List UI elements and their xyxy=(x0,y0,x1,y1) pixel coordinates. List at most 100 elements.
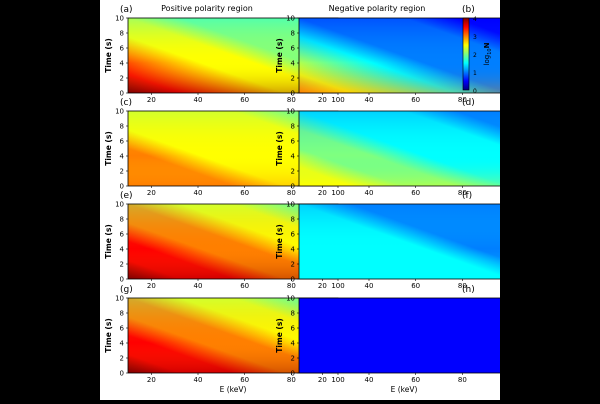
panel-f: (f) 0 2 4 6 8 10 20 40 60 80 100 Time (s) xyxy=(275,191,516,290)
x-tick-label: 100 xyxy=(331,96,344,104)
y-tick-label: 0 xyxy=(120,183,124,191)
x-tick-label: 40 xyxy=(194,189,203,197)
x-tick-label: 80 xyxy=(287,189,296,197)
panel-letter: (c) xyxy=(120,98,132,108)
y-tick-label: 8 xyxy=(291,310,295,318)
y-tick-label: 4 xyxy=(120,246,125,254)
heatmap-overlay xyxy=(299,204,509,279)
y-tick-label: 10 xyxy=(115,15,124,23)
colorbar-tick-1: 1 xyxy=(473,70,477,77)
colorbar-tick-4: 4 xyxy=(473,16,477,23)
y-axis-label: Time (s) xyxy=(275,38,284,73)
x-tick-label: 80 xyxy=(458,282,467,290)
y-tick-label: 10 xyxy=(115,108,124,116)
y-tick-label: 8 xyxy=(120,123,124,131)
x-tick-label: 80 xyxy=(287,376,296,384)
colorbar-tick-3: 3 xyxy=(473,34,477,41)
y-tick-label: 2 xyxy=(291,355,295,363)
y-tick-label: 6 xyxy=(291,231,296,239)
x-tick-label: 20 xyxy=(318,189,327,197)
y-tick-label: 10 xyxy=(286,295,295,303)
x-tick-label: 20 xyxy=(147,96,156,104)
colorbar: 4 3 2 1 0 log10N xyxy=(462,16,493,95)
x-axis-label: E (keV) xyxy=(220,385,247,394)
x-tick-label: 60 xyxy=(411,282,420,290)
column-title-positive: Positive polarity region xyxy=(161,4,253,13)
x-tick-label: 40 xyxy=(194,96,203,104)
x-axis-label: E (keV) xyxy=(391,385,418,394)
panel-d: (d) 0 2 4 6 8 10 20 40 60 80 100 Time (s) xyxy=(275,98,516,197)
panel-letter: (g) xyxy=(120,285,133,295)
y-tick-label: 6 xyxy=(120,325,125,333)
y-axis-label: Time (s) xyxy=(104,38,113,73)
y-tick-label: 10 xyxy=(115,295,124,303)
y-tick-label: 8 xyxy=(291,123,295,131)
y-tick-label: 6 xyxy=(120,138,125,146)
y-tick-label: 10 xyxy=(286,108,295,116)
x-tick-label: 80 xyxy=(458,96,467,104)
y-axis-label: Time (s) xyxy=(104,224,113,259)
y-tick-label: 6 xyxy=(291,325,296,333)
y-tick-label: 4 xyxy=(120,60,125,68)
heatmap-overlay xyxy=(299,298,509,373)
y-axis-label: Time (s) xyxy=(275,318,284,353)
y-tick-label: 8 xyxy=(291,30,295,38)
y-tick-label: 0 xyxy=(120,370,124,378)
x-tick-label: 100 xyxy=(331,376,344,384)
heatmap-overlay xyxy=(299,18,509,93)
figure: Positive polarity region Negative polari… xyxy=(100,0,516,400)
y-tick-label: 2 xyxy=(120,75,124,83)
figure-svg: Positive polarity region Negative polari… xyxy=(104,4,516,394)
y-tick-label: 10 xyxy=(286,15,295,23)
y-axis-label: Time (s) xyxy=(275,224,284,259)
x-tick-label: 60 xyxy=(240,376,249,384)
x-tick-label: 60 xyxy=(240,189,249,197)
y-tick-label: 0 xyxy=(291,90,295,98)
y-tick-label: 6 xyxy=(120,231,125,239)
x-tick-label: 20 xyxy=(147,376,156,384)
x-tick-label: 80 xyxy=(287,282,296,290)
x-tick-label: 60 xyxy=(411,376,420,384)
y-tick-label: 4 xyxy=(120,153,125,161)
x-tick-label: 40 xyxy=(194,282,203,290)
y-tick-label: 6 xyxy=(291,138,296,146)
x-tick-label: 20 xyxy=(147,282,156,290)
y-tick-label: 0 xyxy=(291,370,295,378)
y-tick-label: 4 xyxy=(120,340,125,348)
x-tick-label: 100 xyxy=(331,189,344,197)
colorbar-tick-0: 0 xyxy=(473,88,477,95)
x-tick-label: 80 xyxy=(458,376,467,384)
x-tick-label: 40 xyxy=(365,376,374,384)
y-tick-label: 4 xyxy=(291,153,296,161)
y-tick-label: 2 xyxy=(291,261,295,269)
x-tick-label: 80 xyxy=(458,189,467,197)
y-axis-label: Time (s) xyxy=(104,131,113,166)
y-tick-label: 8 xyxy=(120,216,124,224)
x-tick-label: 60 xyxy=(411,189,420,197)
panel-letter: (d) xyxy=(462,98,475,108)
panel-letter: (h) xyxy=(462,285,475,295)
panel-h: (h) 0 2 4 6 8 10 20 40 60 80 100 Time (s) E (keV) xyxy=(275,285,516,394)
y-axis-label: Time (s) xyxy=(275,131,284,166)
x-tick-label: 40 xyxy=(365,189,374,197)
y-tick-label: 0 xyxy=(120,276,124,284)
y-tick-label: 2 xyxy=(120,168,124,176)
y-tick-label: 4 xyxy=(291,340,296,348)
y-tick-label: 8 xyxy=(120,30,124,38)
y-tick-label: 2 xyxy=(291,75,295,83)
x-tick-label: 100 xyxy=(331,282,344,290)
x-tick-label: 20 xyxy=(318,376,327,384)
panel-letter: (b) xyxy=(462,5,475,15)
colorbar-label: log10N xyxy=(483,42,493,65)
heatmap-overlay xyxy=(299,111,509,186)
x-tick-label: 40 xyxy=(194,376,203,384)
colorbar-tick-2: 2 xyxy=(473,52,477,59)
y-tick-label: 6 xyxy=(291,45,296,53)
x-tick-label: 80 xyxy=(287,96,296,104)
y-tick-label: 0 xyxy=(291,183,295,191)
x-tick-label: 60 xyxy=(240,282,249,290)
x-tick-label: 20 xyxy=(318,282,327,290)
x-tick-label: 40 xyxy=(365,282,374,290)
y-tick-label: 8 xyxy=(120,310,124,318)
